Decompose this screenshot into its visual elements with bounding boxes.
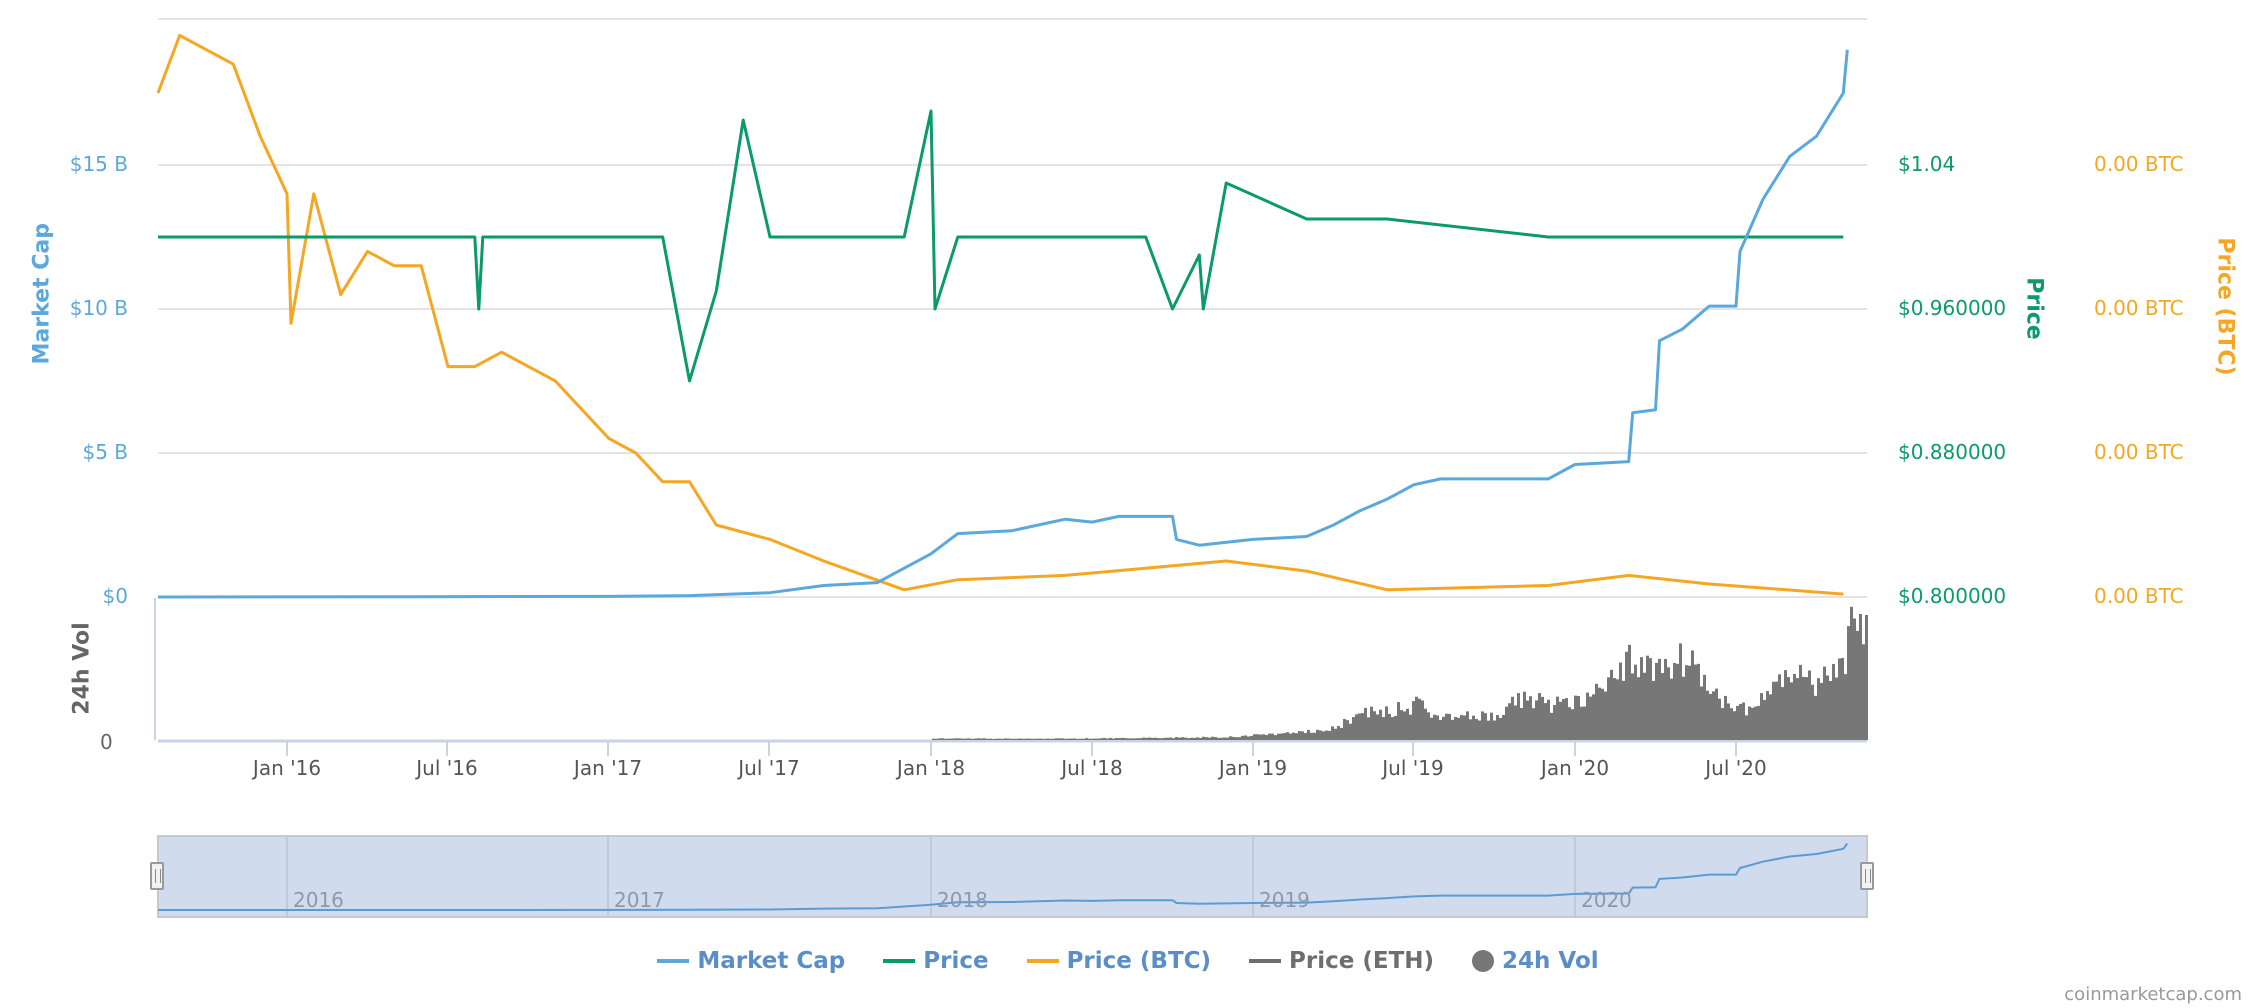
x-axis-label: Jan '20 — [1540, 756, 1610, 780]
x-axis-label: Jul '17 — [738, 756, 800, 780]
btc-tick: 0.00 BTC — [2094, 152, 2184, 176]
x-axis-label: Jul '20 — [1705, 756, 1767, 780]
navigator-year-label: 2016 — [293, 888, 344, 912]
x-axis-ticks — [286, 741, 1737, 756]
legend-item-market-cap[interactable]: Market Cap — [657, 948, 845, 974]
price-swatch-icon — [883, 959, 916, 963]
price-btc-axis-title: Price (BTC) — [2212, 237, 2238, 376]
market-cap-tick: $0 — [102, 584, 128, 608]
legend-item-price-btc[interactable]: Price (BTC) — [1026, 948, 1211, 974]
x-axis-label: Jul '18 — [1061, 756, 1123, 780]
navigator-left-handle[interactable] — [150, 862, 164, 890]
price-tick: $0.880000 — [1898, 440, 2007, 464]
navigator-year-label: 2017 — [614, 888, 665, 912]
legend-item-24h-vol[interactable]: 24h Vol — [1472, 948, 1599, 974]
volume-axis-title: 24h Vol — [69, 622, 95, 715]
legend-item-price-eth[interactable]: Price (ETH) — [1249, 948, 1434, 974]
price-btc-line — [156, 33, 1844, 596]
price-tick: $0.800000 — [1898, 584, 2007, 608]
volume-series — [932, 606, 1868, 740]
price-eth-swatch-icon — [1249, 959, 1282, 963]
price-tick: $1.04 — [1898, 152, 1956, 176]
legend: Market Cap Price Price (BTC) Price (ETH)… — [0, 948, 2256, 974]
price-axis-title: Price — [2021, 277, 2047, 340]
x-axis-label: Jul '16 — [416, 756, 478, 780]
navigator-year-label: 2019 — [1259, 888, 1310, 912]
btc-tick: 0.00 BTC — [2094, 440, 2184, 464]
x-axis-label: Jan '18 — [896, 756, 966, 780]
navigator-market-cap-line — [158, 842, 1849, 911]
volume-dot-icon — [1472, 950, 1495, 972]
credits-link[interactable]: coinmarketcap.com — [2064, 984, 2242, 1005]
price-line — [158, 109, 1844, 383]
btc-tick: 0.00 BTC — [2094, 584, 2184, 608]
market-cap-tick: $5 B — [82, 440, 128, 464]
navigator[interactable] — [157, 835, 1868, 918]
price-btc-swatch-icon — [1026, 959, 1059, 963]
gridlines — [158, 18, 1867, 598]
volume-axis-tick: 0 — [100, 730, 113, 754]
navigator-year-label: 2018 — [937, 888, 988, 912]
price-tick: $0.960000 — [1898, 296, 2007, 320]
navigator-right-handle[interactable] — [1860, 862, 1874, 890]
legend-item-price[interactable]: Price — [883, 948, 989, 974]
market-cap-tick: $10 B — [69, 296, 128, 320]
x-axis-label: Jul '19 — [1382, 756, 1444, 780]
market-cap-swatch-icon — [657, 959, 690, 963]
market-cap-axis-title: Market Cap — [29, 223, 55, 365]
market-cap-tick: $15 B — [69, 152, 128, 176]
volume-pane-axes — [154, 598, 1867, 743]
x-axis-label: Jan '16 — [252, 756, 322, 780]
btc-tick: 0.00 BTC — [2094, 296, 2184, 320]
x-axis-label: Jan '19 — [1218, 756, 1288, 780]
navigator-year-label: 2020 — [1581, 888, 1632, 912]
x-axis-label: Jan '17 — [573, 756, 643, 780]
market-cap-line — [157, 49, 1849, 599]
